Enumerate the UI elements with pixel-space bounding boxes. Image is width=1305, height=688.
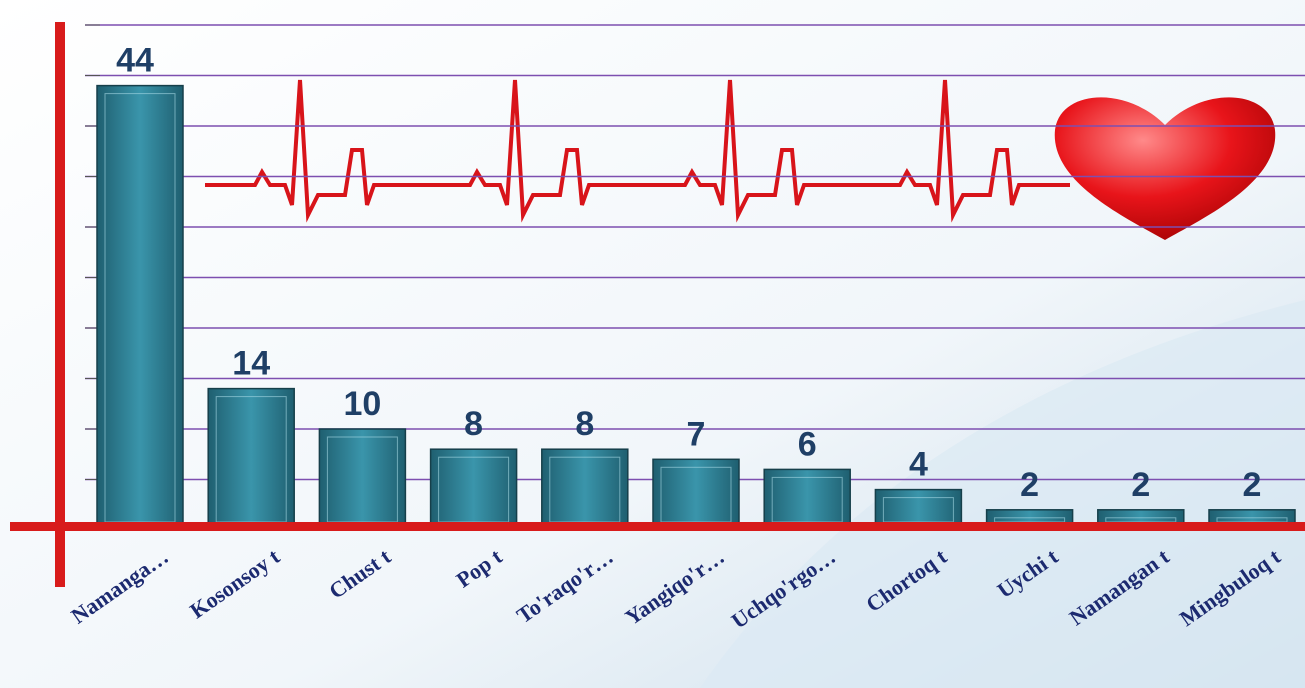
heart-icon xyxy=(1054,97,1276,240)
bar xyxy=(429,448,518,531)
bar xyxy=(318,428,407,531)
bar xyxy=(652,458,740,531)
x-axis xyxy=(10,522,1305,531)
value-label: 2 xyxy=(1020,466,1039,504)
value-label: 8 xyxy=(464,405,483,443)
value-label: 7 xyxy=(687,415,706,453)
value-label: 8 xyxy=(575,405,594,443)
value-label: 4 xyxy=(909,446,928,484)
bar xyxy=(541,448,629,531)
y-axis xyxy=(55,22,65,587)
value-label: 10 xyxy=(343,385,381,423)
value-label: 14 xyxy=(232,345,270,383)
value-label: 44 xyxy=(116,42,154,80)
value-label: 2 xyxy=(1131,466,1150,504)
ekg-line xyxy=(205,79,1070,223)
bar xyxy=(96,84,184,531)
bar xyxy=(207,387,295,531)
bar xyxy=(763,468,851,531)
background-swoosh xyxy=(700,300,1305,688)
value-label: 2 xyxy=(1243,466,1262,504)
value-label: 6 xyxy=(798,425,817,463)
